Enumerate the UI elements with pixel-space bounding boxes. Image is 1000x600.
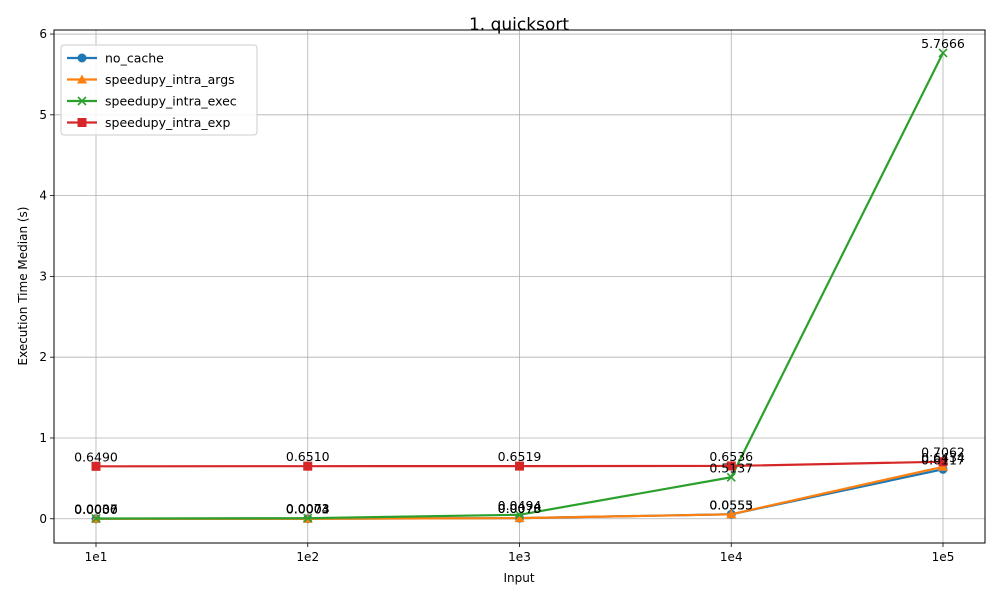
x-tick-label: 1e2 <box>296 550 319 564</box>
y-tick-label: 2 <box>39 350 47 364</box>
data-label-speedupy_intra_exec: 0.0037 <box>74 501 118 516</box>
data-label-speedupy_intra_exec: 5.7666 <box>921 36 965 51</box>
data-label-speedupy_intra_exp: 0.6536 <box>709 449 753 464</box>
point-speedupy_intra_exec <box>91 513 101 524</box>
y-tick-label: 4 <box>39 189 47 203</box>
data-label-no_cache: 0.0000 <box>74 502 118 517</box>
point-speedupy_intra_args <box>938 461 948 471</box>
data-label-speedupy_intra_exp: 0.6490 <box>74 449 118 464</box>
legend-box <box>60 44 258 136</box>
point-speedupy_intra_exec <box>726 472 736 482</box>
data-label-no_cache: 0.0003 <box>286 502 330 517</box>
point-speedupy_intra_args <box>726 509 737 519</box>
data-label-speedupy_intra_args: 0.0004 <box>286 502 330 517</box>
data-label-no_cache: 0.6117 <box>921 452 965 467</box>
data-label-speedupy_intra_exec: 0.0494 <box>498 498 542 513</box>
point-speedupy_intra_exec <box>938 48 948 58</box>
legend-marker <box>77 118 87 127</box>
y-tick-label: 0 <box>39 512 47 526</box>
y-axis-label: Execution Time Median (s) <box>16 207 30 366</box>
legend-marker <box>77 96 87 106</box>
data-label-speedupy_intra_args: 0.0006 <box>74 502 118 517</box>
data-label-speedupy_intra_args: 0.0553 <box>709 497 753 512</box>
x-tick-label: 1e5 <box>932 550 955 564</box>
x-tick-label: 1e1 <box>85 550 108 564</box>
y-tick-label: 1 <box>39 431 47 445</box>
legend-entry-label: no_cache <box>105 51 164 66</box>
point-speedupy_intra_args <box>514 513 525 523</box>
data-label-speedupy_intra_args: 0.6434 <box>921 450 965 465</box>
point-speedupy_intra_exec <box>514 510 525 520</box>
data-label-no_cache: 0.0076 <box>498 501 542 516</box>
y-tick-label: 6 <box>39 27 47 41</box>
y-tick-label: 3 <box>39 269 47 283</box>
axis-ticks: 1e1 1e2 1e3 1e4 1e5 0 1 2 3 4 5 6 <box>39 27 954 564</box>
data-label-no_cache: 0.0555 <box>709 497 753 512</box>
legend-entry-label: speedupy_intra_args <box>105 72 235 87</box>
point-speedupy_intra_exp <box>91 461 101 471</box>
point-speedupy_intra_exp <box>303 461 313 471</box>
point-speedupy_intra_exp <box>515 461 524 471</box>
legend-marker <box>77 74 87 84</box>
point-speedupy_intra_exp <box>938 457 948 467</box>
plot-series <box>91 48 948 524</box>
data-label-speedupy_intra_args: 0.0078 <box>498 501 542 516</box>
legend-entry-label: speedupy_intra_exec <box>105 94 237 109</box>
x-tick-label: 1e3 <box>508 550 531 564</box>
legend: no_cache speedupy_intra_args speedupy_intr… <box>60 44 258 136</box>
legend-entry-label: speedupy_intra_exp <box>105 115 230 130</box>
data-label-speedupy_intra_exec: 0.5137 <box>709 460 753 475</box>
x-axis-label: Input <box>503 571 534 585</box>
x-tick-label: 1e4 <box>720 550 743 564</box>
data-label-speedupy_intra_exp: 0.6510 <box>286 449 330 464</box>
data-label-speedupy_intra_exec: 0.0073 <box>286 501 330 516</box>
y-tick-label: 5 <box>39 108 47 122</box>
legend-marker <box>77 53 87 63</box>
point-speedupy_intra_exec <box>303 513 313 523</box>
point-speedupy_intra_exp <box>726 461 736 471</box>
data-label-speedupy_intra_exp: 0.7062 <box>921 445 965 460</box>
data-label-speedupy_intra_exp: 0.6519 <box>498 449 542 464</box>
